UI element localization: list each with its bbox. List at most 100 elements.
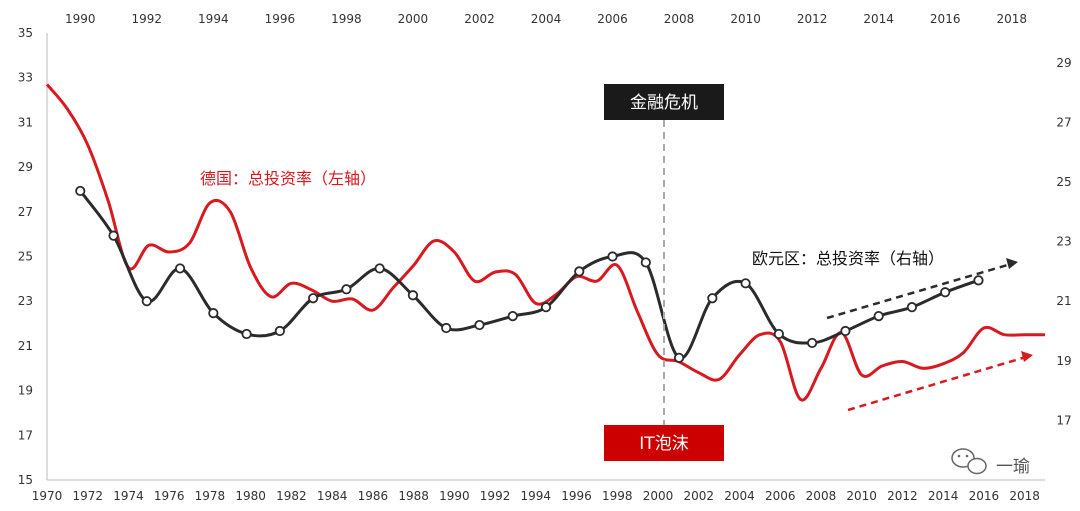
- eurozone-data-point: [807, 337, 818, 349]
- x-tick-label: 1998: [602, 489, 633, 503]
- top-x-tick-label: 1994: [198, 12, 229, 26]
- it-bubble-label: IT泡沫: [639, 434, 688, 454]
- x-tick-label: 1970: [32, 489, 63, 503]
- right-y-tick-labels: 17 19 21 23 25 27 29: [1056, 56, 1071, 428]
- left-y-tick-label: 35: [18, 26, 33, 40]
- x-tick-label: 1994: [521, 489, 552, 503]
- top-x-tick-label: 2002: [464, 12, 495, 26]
- right-y-tick-label: 17: [1056, 413, 1071, 427]
- series-lines: [45, 83, 1045, 402]
- left-y-tick-label: 15: [18, 473, 33, 487]
- left-y-tick-labels: 15 17 19 21 23 25 27 29 31 33 35: [18, 26, 33, 487]
- eurozone-data-point: [540, 302, 552, 313]
- eurozone-data-point: [341, 284, 352, 295]
- eurozone-data-point: [108, 230, 119, 241]
- crisis-label: 金融危机: [630, 93, 698, 113]
- watermark-text: 一瑜: [996, 457, 1030, 477]
- eurozone-data-point: [407, 290, 419, 301]
- eurozone-data-point: [607, 251, 618, 262]
- top-x-tick-label: 1992: [132, 12, 163, 26]
- right-y-tick-label: 29: [1056, 56, 1071, 70]
- x-tick-label: 1978: [195, 489, 226, 503]
- eurozone-data-point: [973, 275, 984, 286]
- x-tick-label: 1990: [439, 489, 470, 503]
- watermark: 一瑜: [951, 448, 1030, 477]
- wechat-icon: [951, 448, 987, 475]
- x-tick-label: 2004: [724, 489, 755, 503]
- left-y-tick-label: 21: [18, 339, 33, 353]
- x-tick-label: 1988: [398, 489, 429, 503]
- top-x-tick-label: 2014: [863, 12, 894, 26]
- top-x-tick-label: 2010: [730, 12, 761, 26]
- germany-investment-line: [45, 83, 1045, 402]
- left-y-tick-label: 27: [18, 205, 33, 219]
- x-tick-label: 1976: [154, 489, 185, 503]
- x-tick-label: 2000: [643, 489, 674, 503]
- right-y-tick-label: 21: [1056, 294, 1071, 308]
- eurozone-data-point: [208, 308, 219, 319]
- left-y-tick-label: 31: [18, 115, 33, 129]
- top-x-tick-labels: 1990 1992 1994 1996 1998 2000 2002 2004 2006 2008…: [65, 12, 1027, 26]
- x-tick-label: 2010: [846, 489, 877, 503]
- eurozone-data-point: [707, 293, 718, 304]
- x-tick-label: 2008: [806, 489, 837, 503]
- right-y-tick-label: 23: [1056, 235, 1071, 249]
- left-y-tick-label: 23: [18, 294, 33, 308]
- germany-trend-arrow: [847, 355, 1027, 412]
- top-x-tick-label: 1990: [65, 12, 96, 26]
- eurozone-data-point: [873, 310, 884, 322]
- eurozone-data-point: [640, 257, 651, 268]
- eurozone-data-point: [474, 319, 485, 331]
- x-tick-label: 2002: [683, 489, 714, 503]
- top-x-tick-label: 2018: [996, 12, 1027, 26]
- germany-trend-arrowhead: [1021, 351, 1033, 362]
- eurozone-investment-line: [79, 190, 980, 360]
- eurozone-data-point: [906, 302, 918, 313]
- axes: [46, 33, 1045, 481]
- right-y-tick-label: 25: [1056, 175, 1071, 189]
- x-tick-label: 1980: [235, 489, 266, 503]
- eurozone-series-label: 欧元区：总投资率（右轴）: [752, 249, 944, 268]
- x-tick-label: 2016: [969, 489, 1000, 503]
- x-tick-label: 1982: [276, 489, 307, 503]
- left-y-tick-label: 33: [18, 71, 33, 85]
- x-tick-label: 2014: [928, 489, 959, 503]
- germany-series-label: 德国：总投资率（左轴）: [200, 169, 376, 188]
- left-y-tick-label: 25: [18, 250, 33, 264]
- eurozone-data-point: [374, 263, 385, 274]
- right-y-tick-label: 19: [1056, 354, 1071, 368]
- left-y-tick-label: 17: [18, 428, 33, 442]
- top-x-tick-label: 2016: [930, 12, 961, 26]
- x-tick-label: 1972: [72, 489, 103, 503]
- eurozone-data-point: [773, 328, 784, 340]
- eurozone-data-point: [673, 352, 685, 363]
- left-y-tick-label: 29: [18, 160, 33, 174]
- top-x-tick-label: 2004: [531, 12, 562, 26]
- eurozone-markers: [75, 185, 984, 363]
- x-tick-label: 2012: [887, 489, 918, 503]
- eurozone-trend-arrowhead: [1006, 258, 1018, 269]
- eurozone-data-point: [940, 287, 951, 298]
- eurozone-data-point: [174, 263, 186, 274]
- x-tick-label: 1992: [480, 489, 511, 503]
- x-tick-label: 1984: [317, 489, 348, 503]
- eurozone-data-point: [840, 325, 851, 337]
- annotations: 金融危机 IT泡沫 德国：总投资率（左轴） 欧元区：总投资率（右轴）: [200, 84, 1033, 461]
- x-tick-label: 2018: [1009, 489, 1040, 503]
- eurozone-data-point: [75, 185, 86, 197]
- crisis-label-box: [604, 84, 724, 120]
- eurozone-data-point: [241, 328, 252, 340]
- x-tick-label: 1996: [561, 489, 592, 503]
- x-tick-label: 2006: [765, 489, 796, 503]
- eurozone-data-point: [308, 293, 319, 304]
- left-y-tick-label: 19: [18, 384, 33, 398]
- eurozone-data-point: [141, 296, 152, 307]
- it-bubble-label-box: [604, 425, 724, 461]
- right-y-tick-label: 27: [1056, 115, 1071, 129]
- top-x-tick-label: 2006: [597, 12, 628, 26]
- eurozone-data-point: [441, 322, 452, 334]
- x-tick-label: 1986: [358, 489, 389, 503]
- bottom-x-tick-labels: 1970 1972 1974 1976 1978 1980 1982 1984 1986 1988…: [32, 489, 1040, 503]
